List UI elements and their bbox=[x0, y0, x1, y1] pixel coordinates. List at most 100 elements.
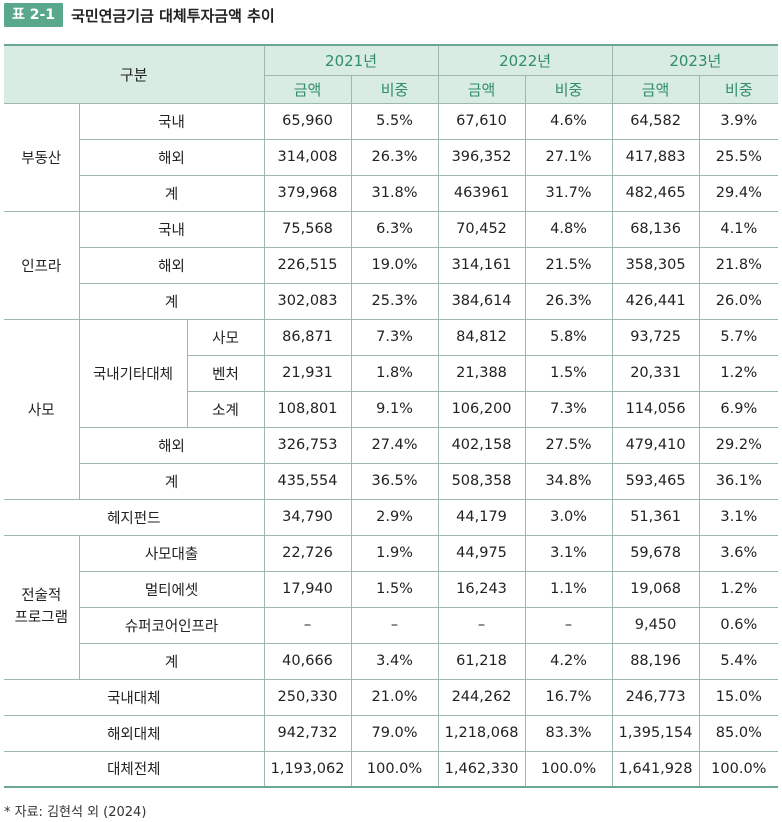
amount-cell: 426,441 bbox=[611, 282, 700, 320]
share-cell: 1.1% bbox=[524, 570, 613, 608]
amount-cell: 70,452 bbox=[437, 210, 526, 248]
amount-cell: 44,179 bbox=[437, 498, 526, 536]
header-share: 비중 bbox=[350, 74, 439, 104]
row-label: 벤처 bbox=[186, 354, 265, 392]
share-cell: 21.8% bbox=[698, 246, 779, 284]
share-cell: 26.3% bbox=[524, 282, 613, 320]
table-row: 소계 108,801 9.1% 106,200 7.3% 114,056 6.9% bbox=[4, 390, 779, 428]
amount-cell: 463961 bbox=[437, 174, 526, 212]
table-row: 해외대체 942,732 79.0% 1,218,068 83.3% 1,395,154… bbox=[4, 714, 779, 752]
share-cell: 2.9% bbox=[350, 498, 439, 536]
share-cell: 27.4% bbox=[350, 426, 439, 464]
row-label: 계 bbox=[78, 462, 265, 500]
share-cell: 21.5% bbox=[524, 246, 613, 284]
amount-cell: 19,068 bbox=[611, 570, 700, 608]
amount-cell: 1,395,154 bbox=[611, 714, 700, 752]
header-amount: 금액 bbox=[263, 74, 352, 104]
share-cell: 1.2% bbox=[698, 354, 779, 392]
share-cell: 31.7% bbox=[524, 174, 613, 212]
amount-cell: 44,975 bbox=[437, 534, 526, 572]
share-cell: 5.5% bbox=[350, 102, 439, 140]
amount-cell: 88,196 bbox=[611, 642, 700, 680]
amount-cell: 942,732 bbox=[263, 714, 352, 752]
table-row: 인프라 국내 75,568 6.3% 70,452 4.8% 68,136 4.1% bbox=[4, 210, 779, 320]
share-cell: 34.8% bbox=[524, 462, 613, 500]
table-row: 계 302,083 25.3% 384,614 26.3% 426,441 26.0% bbox=[4, 282, 779, 320]
table-number-badge: 표 2-1 bbox=[4, 3, 64, 27]
share-cell: 29.2% bbox=[698, 426, 779, 464]
share-cell: 1.5% bbox=[350, 570, 439, 608]
amount-cell: 75,568 bbox=[263, 210, 352, 248]
amount-cell: 86,871 bbox=[263, 318, 352, 356]
investment-table: 구분 2021년 2022년 2023년 금액 비중 금액 비중 금액 비중 부… bbox=[4, 44, 779, 788]
share-cell: 4.8% bbox=[524, 210, 613, 248]
share-cell: 4.6% bbox=[524, 102, 613, 140]
amount-cell: 314,008 bbox=[263, 138, 352, 176]
header-amount: 금액 bbox=[611, 74, 700, 104]
row-label: 사모 bbox=[186, 318, 265, 356]
share-cell: 27.1% bbox=[524, 138, 613, 176]
share-cell: 5.4% bbox=[698, 642, 779, 680]
share-cell: 0.6% bbox=[698, 606, 779, 644]
amount-cell: 435,554 bbox=[263, 462, 352, 500]
share-cell: 5.8% bbox=[524, 318, 613, 356]
amount-cell: 65,960 bbox=[263, 102, 352, 140]
share-cell: 25.3% bbox=[350, 282, 439, 320]
share-cell: 3.9% bbox=[698, 102, 779, 140]
table-row: 사모 국내기타대체 사모 86,871 7.3% 84,812 5.8% 93,725 5… bbox=[4, 318, 779, 500]
share-cell: 1.9% bbox=[350, 534, 439, 572]
share-cell: 26.0% bbox=[698, 282, 779, 320]
table-caption: 표 2-1 국민연금기금 대체투자금액 추이 bbox=[4, 3, 275, 27]
header-share: 비중 bbox=[698, 74, 779, 104]
group-infra: 인프라 bbox=[4, 210, 80, 320]
amount-cell: 358,305 bbox=[611, 246, 700, 284]
amount-cell: 302,083 bbox=[263, 282, 352, 320]
share-cell: 3.0% bbox=[524, 498, 613, 536]
share-cell: 19.0% bbox=[350, 246, 439, 284]
share-cell: 1.5% bbox=[524, 354, 613, 392]
share-cell: 3.1% bbox=[524, 534, 613, 572]
share-cell: 6.9% bbox=[698, 390, 779, 428]
share-cell: 25.5% bbox=[698, 138, 779, 176]
header-share: 비중 bbox=[524, 74, 613, 104]
amount-cell: 21,388 bbox=[437, 354, 526, 392]
share-cell: 79.0% bbox=[350, 714, 439, 752]
row-label-grand-total: 대체전체 bbox=[4, 750, 265, 788]
table-row: 해외 226,515 19.0% 314,161 21.5% 358,305 21.8% bbox=[4, 246, 779, 284]
row-label: 소계 bbox=[186, 390, 265, 428]
amount-cell: – bbox=[263, 606, 352, 644]
share-cell: 3.1% bbox=[698, 498, 779, 536]
share-cell: – bbox=[350, 606, 439, 644]
amount-cell: 108,801 bbox=[263, 390, 352, 428]
share-cell: 26.3% bbox=[350, 138, 439, 176]
share-cell: 36.1% bbox=[698, 462, 779, 500]
share-cell: 3.4% bbox=[350, 642, 439, 680]
share-cell: 1.8% bbox=[350, 354, 439, 392]
header-amount: 금액 bbox=[437, 74, 526, 104]
amount-cell: 64,582 bbox=[611, 102, 700, 140]
share-cell: 9.1% bbox=[350, 390, 439, 428]
table-row: 대체전체 1,193,062 100.0% 1,462,330 100.0% 1,641… bbox=[4, 750, 779, 788]
table-row: 헤지펀드 34,790 2.9% 44,179 3.0% 51,361 3.1% bbox=[4, 498, 779, 536]
amount-cell: 59,678 bbox=[611, 534, 700, 572]
table-row: 해외 326,753 27.4% 402,158 27.5% 479,410 29.2% bbox=[4, 426, 779, 464]
amount-cell: 68,136 bbox=[611, 210, 700, 248]
group-private-equity: 사모 bbox=[4, 318, 80, 500]
group-strategic-program: 전술적 프로그램 bbox=[4, 534, 80, 680]
share-cell: 100.0% bbox=[698, 750, 779, 788]
share-cell: 100.0% bbox=[350, 750, 439, 788]
amount-cell: 9,450 bbox=[611, 606, 700, 644]
group-strategic-label: 전술적 프로그램 bbox=[14, 588, 68, 626]
amount-cell: – bbox=[437, 606, 526, 644]
amount-cell: 67,610 bbox=[437, 102, 526, 140]
row-label: 국내 bbox=[78, 102, 265, 140]
table-row: 계 435,554 36.5% 508,358 34.8% 593,465 36.1% bbox=[4, 462, 779, 500]
amount-cell: 250,330 bbox=[263, 678, 352, 716]
amount-cell: 379,968 bbox=[263, 174, 352, 212]
row-label: 해외 bbox=[78, 246, 265, 284]
amount-cell: 93,725 bbox=[611, 318, 700, 356]
share-cell: 27.5% bbox=[524, 426, 613, 464]
amount-cell: 326,753 bbox=[263, 426, 352, 464]
amount-cell: 244,262 bbox=[437, 678, 526, 716]
amount-cell: 20,331 bbox=[611, 354, 700, 392]
